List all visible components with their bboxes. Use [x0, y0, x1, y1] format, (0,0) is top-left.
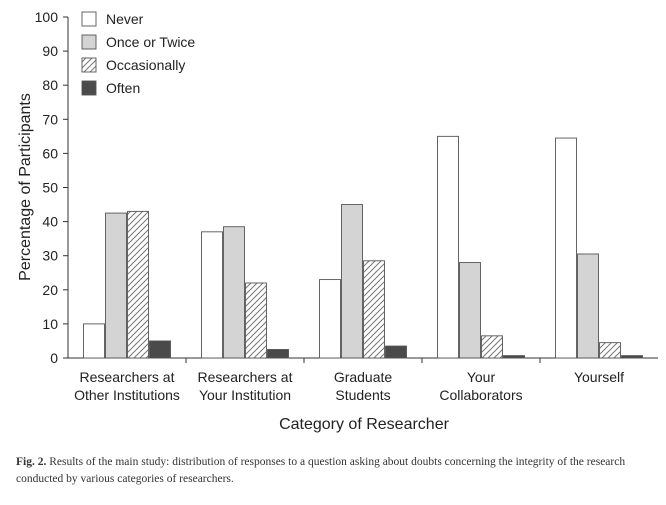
- bar-occasionally: [245, 282, 267, 359]
- bar-often: [267, 349, 289, 359]
- bar-once-or-twice: [223, 226, 245, 359]
- x-category-label: Students: [335, 387, 390, 403]
- x-category-label: Your Institution: [199, 387, 291, 403]
- legend-swatch-often: [81, 80, 97, 96]
- legend-swatch-never: [81, 11, 97, 27]
- bar-occasionally: [481, 335, 503, 359]
- y-tick-label: 0: [50, 350, 58, 366]
- figure-caption-text: Results of the main study: distribution …: [16, 456, 626, 485]
- legend-label: Occasionally: [106, 57, 185, 73]
- legend-label: Never: [106, 11, 144, 27]
- bar-often: [503, 355, 525, 359]
- y-tick-label: 40: [42, 214, 58, 230]
- bar-once-or-twice: [459, 262, 481, 359]
- figure-caption-label: Fig. 2.: [16, 456, 47, 468]
- x-category-label: Researchers at: [80, 369, 175, 385]
- legend-swatch-occasionally: [81, 57, 97, 73]
- y-tick-label: 50: [42, 180, 58, 196]
- bar-once-or-twice: [577, 253, 599, 359]
- y-tick-label: 80: [42, 77, 58, 93]
- bar-occasionally: [127, 210, 149, 359]
- bar-never: [319, 279, 341, 359]
- bar-never: [201, 231, 223, 359]
- bar-never: [83, 323, 105, 359]
- x-category-label: Your: [467, 369, 496, 385]
- y-tick-label: 10: [42, 316, 58, 332]
- legend-swatch-once-or-twice: [81, 34, 97, 50]
- y-tick-label: 20: [42, 282, 58, 298]
- x-category-label: Collaborators: [439, 387, 522, 403]
- y-axis-title: Percentage of Participants: [17, 93, 34, 281]
- figure-caption: Fig. 2. Results of the main study: distr…: [16, 454, 656, 488]
- x-category-label: Yourself: [574, 369, 624, 385]
- bar-never: [437, 135, 459, 359]
- bar-often: [621, 355, 643, 359]
- bar-often: [385, 345, 407, 359]
- y-tick-label: 90: [42, 43, 58, 59]
- x-category-label: Graduate: [334, 369, 393, 385]
- x-category-label: Researchers at: [198, 369, 293, 385]
- legend-label: Once or Twice: [106, 34, 195, 50]
- bar-once-or-twice: [105, 212, 127, 359]
- bar-once-or-twice: [341, 204, 363, 359]
- bar-occasionally: [363, 260, 385, 359]
- y-tick-label: 30: [42, 248, 58, 264]
- x-axis-title: Category of Researcher: [279, 416, 450, 433]
- bar-never: [555, 137, 577, 359]
- y-tick-label: 60: [42, 145, 58, 161]
- bar-occasionally: [599, 342, 621, 359]
- y-tick-label: 70: [42, 111, 58, 127]
- y-tick-label: 100: [35, 9, 59, 25]
- bar-chart: 0 10 20 30 40 50 60 70 80 90 100 Researchers at Othe…: [17, 9, 658, 433]
- bar-often: [149, 340, 171, 359]
- x-category-label: Other Institutions: [74, 387, 180, 403]
- legend-label: Often: [106, 80, 140, 96]
